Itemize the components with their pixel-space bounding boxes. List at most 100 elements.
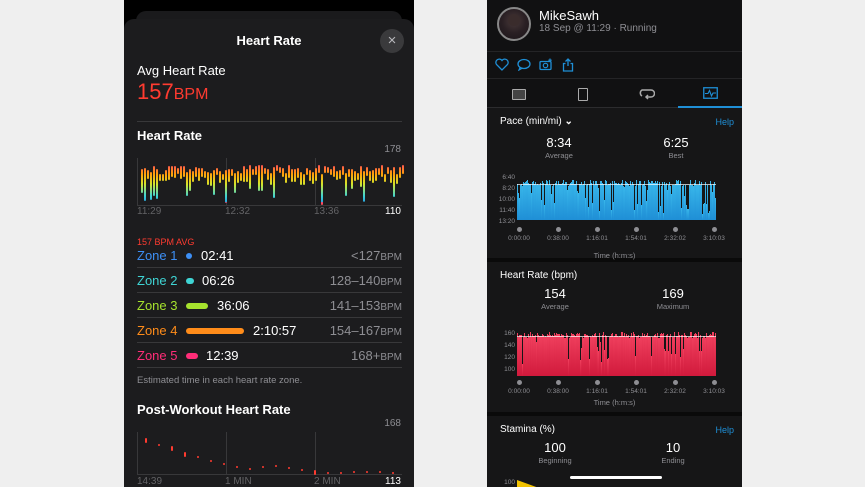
hr-y-tick: 160	[504, 330, 515, 337]
stamina-beginning-label: Beginning	[538, 456, 572, 465]
post-workout-point	[249, 468, 251, 470]
pace-help-link[interactable]: Help	[715, 117, 734, 127]
hr-bar	[162, 173, 164, 182]
pace-card: Pace (min/mi) ⌄ Help 8:34 Average 6:25 B…	[487, 108, 742, 262]
x-tick-label: 2:32:02	[664, 235, 686, 242]
x-tick-label: 3:10:03	[703, 235, 725, 242]
zone-range: 141–153BPM	[329, 298, 402, 313]
hr-y-tick: 120	[504, 354, 515, 361]
post-workout-point	[197, 456, 199, 458]
timeline-marker[interactable]	[517, 227, 522, 232]
hr-bar	[258, 165, 260, 192]
x-tick-label: 0:38:00	[547, 388, 569, 395]
hr-bar	[249, 165, 251, 190]
hr-bar	[192, 170, 194, 182]
stamina-title: Stamina (%)	[500, 424, 556, 435]
hr-bar	[378, 168, 380, 175]
pace-chart[interactable]	[517, 176, 716, 220]
hr-bar	[345, 172, 347, 196]
zone-time: 2:10:57	[253, 323, 297, 338]
close-button[interactable]: ×	[380, 29, 404, 53]
hr-bar	[150, 171, 152, 201]
timeline-marker[interactable]	[595, 380, 600, 385]
pace-y-tick: 10:00	[498, 196, 515, 203]
timeline-marker[interactable]	[517, 380, 522, 385]
hr-bar	[306, 168, 308, 175]
zone-time: 12:39	[206, 348, 239, 363]
timeline-marker[interactable]	[556, 227, 561, 232]
hr-bar	[255, 166, 257, 175]
hr-bar	[219, 170, 221, 183]
zone-range: 154–167BPM	[329, 323, 402, 338]
zone-bar	[186, 278, 194, 284]
pace-title[interactable]: Pace (min/mi) ⌄	[500, 116, 573, 127]
camera-icon[interactable]	[539, 58, 553, 73]
hr-bar	[228, 168, 230, 182]
post-y-min: 113	[385, 476, 401, 487]
post-workout-title: Post-Workout Heart Rate	[137, 402, 291, 417]
hr-bar	[327, 167, 329, 174]
x-tick-label: 1:16:01	[586, 235, 608, 242]
zone-note: Estimated time in each heart rate zone.	[137, 375, 303, 386]
post-y-max: 168	[384, 418, 401, 429]
hr-bar	[165, 169, 167, 181]
timeline-marker[interactable]	[595, 227, 600, 232]
heart-rate-card: Heart Rate (bpm) 154 Average 169 Maximum…	[487, 262, 742, 416]
post-workout-point	[184, 452, 186, 457]
hr-bar	[285, 173, 287, 184]
hr-average-label: Average	[541, 302, 569, 311]
heart-icon[interactable]	[495, 58, 509, 73]
tab-details[interactable]	[551, 80, 615, 108]
timeline-marker[interactable]	[556, 380, 561, 385]
timeline-marker[interactable]	[634, 227, 639, 232]
tab-laps[interactable]	[615, 80, 679, 108]
hr-bar	[372, 170, 374, 184]
post-workout-chart	[137, 432, 402, 475]
post-workout-point	[314, 470, 316, 475]
tab-charts[interactable]	[678, 80, 742, 108]
zone-name: Zone 1	[137, 248, 178, 263]
user-name[interactable]: MikeSawh	[539, 8, 599, 23]
stamina-beginning-value: 100	[544, 440, 566, 455]
hr-bar	[189, 168, 191, 191]
hr-bar	[207, 171, 209, 185]
timeline-marker[interactable]	[712, 380, 717, 385]
activity-header: MikeSawh 18 Sep @ 11:29 · Running	[487, 0, 742, 52]
post-time-2min: 2 MIN	[314, 476, 341, 487]
hr-bar	[366, 166, 368, 176]
hr-bar	[156, 168, 158, 200]
stamina-help-link[interactable]: Help	[715, 425, 734, 435]
pace-x-label: Time (h:m:s)	[593, 251, 636, 260]
hr-bar	[300, 171, 302, 186]
zone-row-3: Zone 3 36:06 141–153BPM	[137, 293, 402, 318]
timeline-marker[interactable]	[673, 227, 678, 232]
comment-icon[interactable]	[517, 58, 531, 73]
x-tick-label: 0:00:00	[508, 388, 530, 395]
zone-range: 168+BPM	[351, 348, 402, 363]
timeline-marker[interactable]	[673, 380, 678, 385]
hr-bar	[270, 173, 272, 186]
hr-time-end: 13:36	[314, 206, 340, 217]
hr-bar	[246, 169, 248, 182]
hr-bar	[174, 165, 176, 178]
hr-bar	[234, 172, 236, 194]
hr-time-mid: 12:32	[225, 206, 251, 217]
timeline-marker[interactable]	[634, 380, 639, 385]
hr-bar	[171, 166, 173, 177]
post-time-start: 14:39	[137, 476, 163, 487]
zone-bar	[186, 303, 208, 309]
tab-summary[interactable]	[487, 80, 551, 108]
heart-rate-section-title: Heart Rate	[137, 128, 203, 143]
post-workout-point	[262, 466, 264, 468]
hr-bar	[282, 168, 284, 178]
hr-bar	[264, 168, 266, 175]
timeline-marker[interactable]	[712, 227, 717, 232]
share-icon[interactable]	[562, 58, 574, 74]
pace-y-tick: 6:40	[502, 174, 515, 181]
post-workout-point	[223, 463, 225, 465]
hr-bar	[309, 169, 311, 181]
avatar[interactable]	[497, 7, 531, 41]
hr-chart[interactable]	[517, 328, 716, 376]
pace-y-tick: 8:20	[502, 185, 515, 192]
